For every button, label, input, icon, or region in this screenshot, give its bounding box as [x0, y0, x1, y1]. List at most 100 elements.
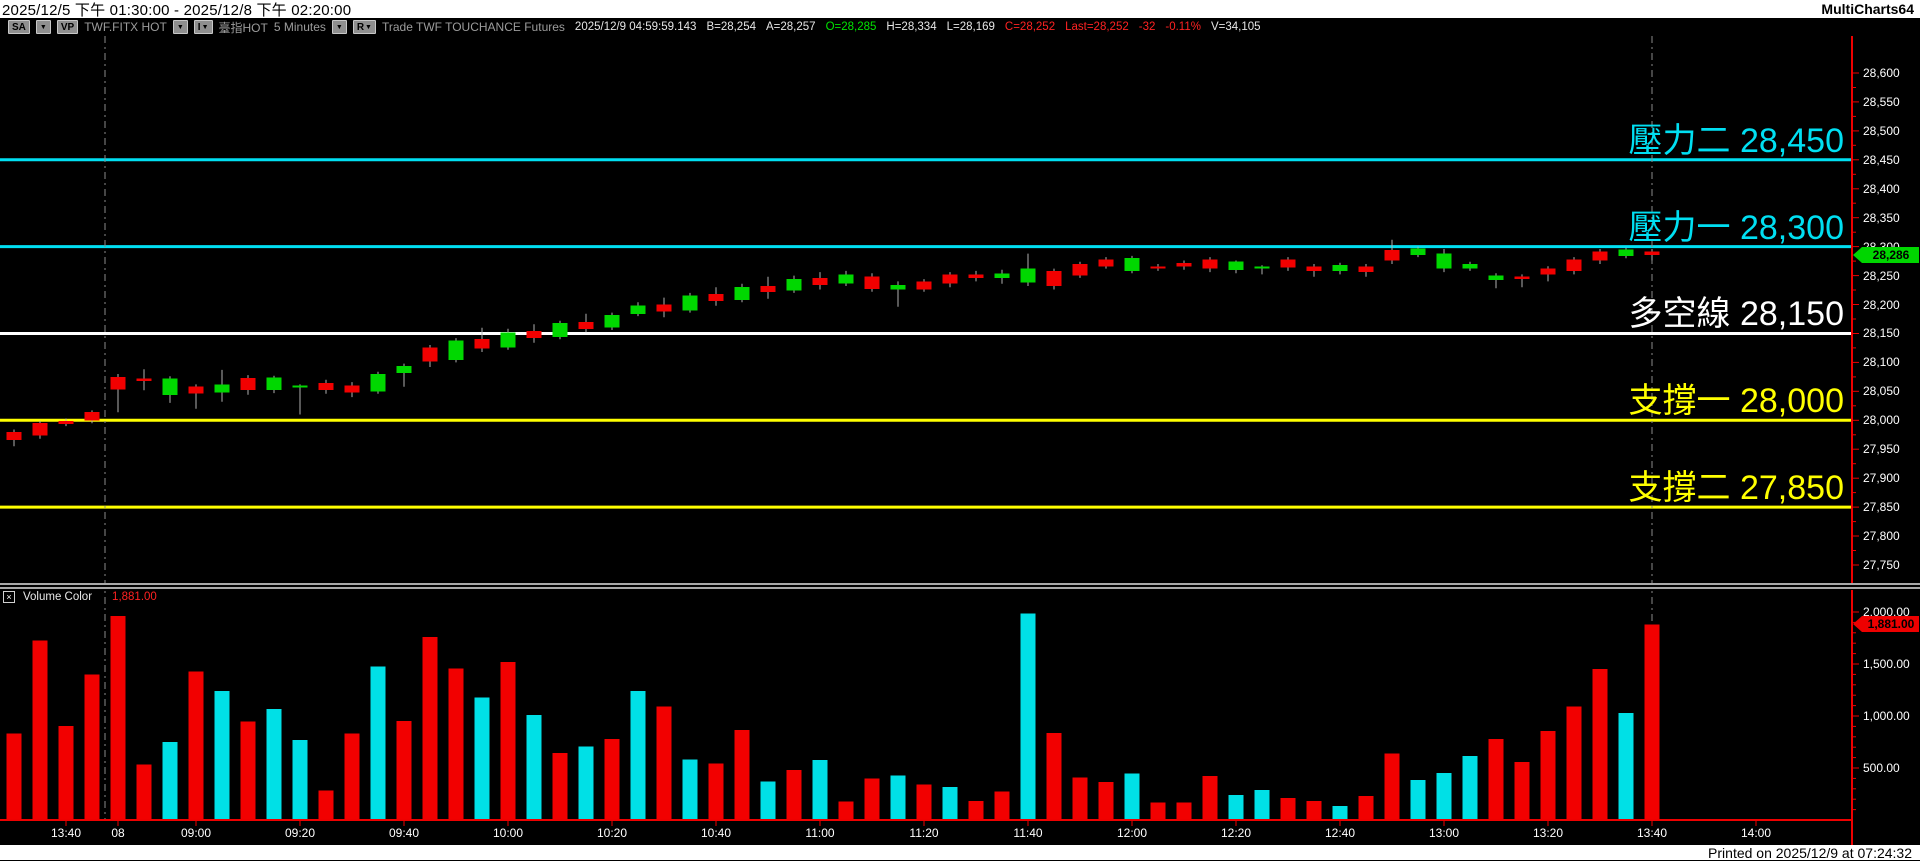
volume-bar[interactable] [448, 668, 464, 820]
volume-bar[interactable] [1228, 795, 1244, 820]
volume-bar[interactable] [1384, 753, 1400, 820]
volume-bar[interactable] [552, 752, 568, 820]
candle-body[interactable] [682, 295, 698, 311]
volume-bar[interactable] [1540, 731, 1556, 820]
candle-body[interactable] [266, 377, 282, 391]
volume-bar[interactable] [1280, 798, 1296, 820]
candle-body[interactable] [1358, 266, 1374, 273]
candle-body[interactable] [604, 314, 620, 328]
candle-body[interactable] [1566, 259, 1582, 271]
volume-bar[interactable] [968, 800, 984, 820]
volume-bar[interactable] [500, 661, 516, 820]
volume-bar[interactable] [1566, 706, 1582, 820]
candle-body[interactable] [110, 376, 126, 390]
volume-bar[interactable] [786, 770, 802, 820]
volume-bar[interactable] [1488, 738, 1504, 820]
candle-body[interactable] [1306, 266, 1322, 271]
volume-bar[interactable] [760, 781, 776, 821]
candle-body[interactable] [864, 276, 880, 289]
pane-splitter[interactable] [0, 583, 1920, 590]
candle-body[interactable] [1228, 261, 1244, 270]
candle-body[interactable] [240, 378, 256, 391]
volume-bar[interactable] [1358, 796, 1374, 820]
candle-body[interactable] [1202, 259, 1218, 269]
candle-body[interactable] [396, 365, 412, 373]
candle-body[interactable] [136, 378, 152, 381]
candle-body[interactable] [890, 284, 906, 290]
volume-bar[interactable] [1644, 624, 1660, 820]
candle-body[interactable] [1618, 249, 1634, 256]
candle-body[interactable] [1254, 266, 1270, 269]
volume-bar[interactable] [1618, 712, 1634, 820]
candle-body[interactable] [968, 274, 984, 278]
volume-bar[interactable] [58, 725, 74, 820]
volume-bar[interactable] [396, 721, 412, 820]
candle-body[interactable] [448, 340, 464, 361]
volume-bar[interactable] [292, 739, 308, 820]
candle-body[interactable] [916, 281, 932, 290]
volume-bar[interactable] [1202, 775, 1218, 820]
volume-bar[interactable] [604, 738, 620, 820]
volume-bar[interactable] [1124, 773, 1140, 820]
candle-body[interactable] [318, 383, 334, 391]
volume-bar[interactable] [188, 671, 204, 820]
candle-body[interactable] [552, 323, 568, 337]
candle-body[interactable] [786, 279, 802, 291]
volume-bar[interactable] [734, 730, 750, 820]
volume-close-button[interactable]: × [3, 591, 15, 603]
volume-bar[interactable] [110, 616, 126, 820]
volume-bar[interactable] [994, 791, 1010, 820]
candle-body[interactable] [1462, 264, 1478, 269]
candle-body[interactable] [32, 423, 48, 436]
candle-body[interactable] [1384, 250, 1400, 261]
volume-bar[interactable] [1150, 802, 1166, 820]
candle-body[interactable] [214, 384, 230, 393]
volume-bar[interactable] [1072, 777, 1088, 820]
r-dropdown-button[interactable]: R ▼ [352, 20, 376, 34]
candle-body[interactable] [1046, 270, 1062, 286]
candle-body[interactable] [1176, 262, 1192, 267]
volume-bar[interactable] [1098, 782, 1114, 820]
volume-bar[interactable] [916, 784, 932, 820]
candle-body[interactable] [656, 304, 672, 312]
candle-body[interactable] [422, 347, 438, 362]
candle-body[interactable] [1540, 268, 1556, 275]
volume-bar[interactable] [1410, 780, 1426, 820]
candle-body[interactable] [1280, 259, 1296, 268]
candle-body[interactable] [1410, 248, 1426, 255]
volume-bar[interactable] [422, 637, 438, 820]
volume-bar[interactable] [6, 733, 22, 820]
candle-body[interactable] [630, 305, 646, 314]
volume-bar[interactable] [1176, 802, 1192, 820]
candle-body[interactable] [760, 286, 776, 292]
candle-body[interactable] [812, 277, 828, 285]
volume-bar[interactable] [1436, 773, 1452, 820]
volume-bar[interactable] [838, 801, 854, 820]
volume-bar[interactable] [812, 760, 828, 820]
volume-bar[interactable] [1020, 613, 1036, 820]
candle-body[interactable] [1644, 251, 1660, 255]
candle-body[interactable] [578, 321, 594, 329]
volume-bar[interactable] [1592, 669, 1608, 820]
candle-body[interactable] [942, 274, 958, 284]
candle-body[interactable] [838, 274, 854, 284]
chart-area[interactable] [0, 36, 1920, 845]
vp-button[interactable]: VP [56, 20, 79, 34]
volume-bar[interactable] [656, 706, 672, 820]
volume-bar[interactable] [162, 742, 178, 820]
candle-body[interactable] [58, 420, 74, 424]
candle-body[interactable] [1098, 259, 1114, 267]
sa-button[interactable]: SA [8, 20, 30, 34]
volume-bar[interactable] [1254, 789, 1270, 820]
candle-body[interactable] [994, 273, 1010, 278]
resolution-dropdown-button[interactable]: ▼ [331, 20, 347, 34]
candle-body[interactable] [1150, 266, 1166, 269]
candle-body[interactable] [474, 339, 490, 349]
volume-bar[interactable] [318, 790, 334, 820]
candle-body[interactable] [1124, 258, 1140, 271]
volume-bar[interactable] [942, 787, 958, 820]
volume-bar[interactable] [578, 746, 594, 820]
interval-dropdown-button[interactable]: I ▼ [193, 20, 213, 34]
volume-bar[interactable] [266, 709, 282, 820]
volume-bar[interactable] [1462, 756, 1478, 820]
